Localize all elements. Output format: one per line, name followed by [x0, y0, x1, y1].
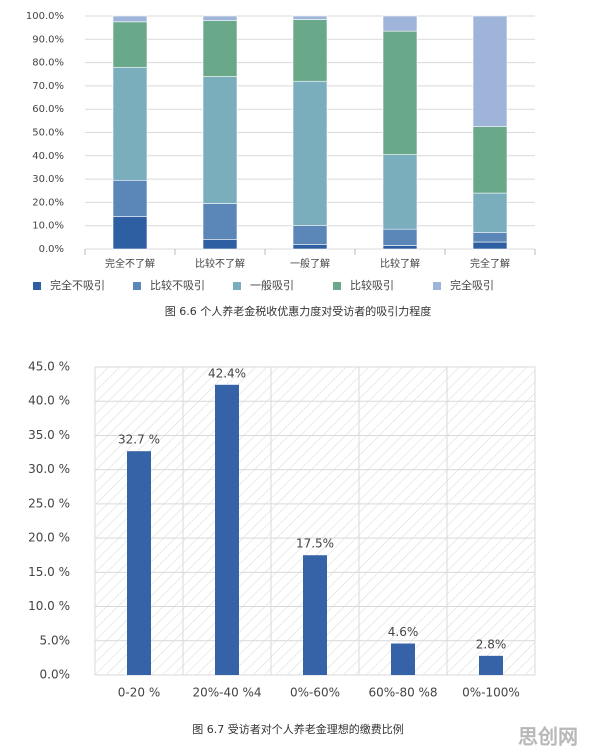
y-tick-label: 15.0 % — [28, 565, 70, 579]
bar-segment — [112, 15, 148, 23]
legend-label: 完全不吸引 — [50, 278, 105, 292]
bar-segment — [292, 15, 328, 20]
bar-segment — [292, 244, 328, 250]
y-tick-label: 100.0% — [26, 11, 64, 22]
bar-segment — [472, 15, 508, 127]
chart-caption: 图 6.6 个人养老金税收优惠力度对受访者的吸引力程度 — [165, 304, 432, 318]
legend-marker — [433, 282, 441, 290]
y-tick-label: 30.0% — [32, 174, 64, 185]
legend-marker — [133, 282, 141, 290]
bar-segment — [472, 192, 508, 233]
y-tick-label: 35.0 % — [28, 428, 70, 442]
bar-segment — [112, 21, 148, 68]
data-label: 4.6% — [388, 625, 419, 639]
x-tick-label: 一般了解 — [290, 257, 330, 270]
y-tick-label: 0.0% — [40, 668, 71, 682]
x-tick-label: 0-20 % — [118, 686, 160, 700]
x-tick-label: 比较了解 — [380, 257, 420, 270]
bar — [479, 655, 503, 675]
data-label: 17.5% — [296, 537, 334, 551]
legend-marker — [233, 282, 241, 290]
y-tick-label: 90.0% — [32, 34, 64, 45]
bar-segment — [292, 19, 328, 82]
y-tick-label: 25.0 % — [28, 496, 70, 510]
x-tick-label: 比较不了解 — [195, 257, 245, 270]
bar — [127, 451, 151, 675]
bar-segment — [112, 66, 148, 181]
legend-label: 比较不吸引 — [150, 278, 205, 292]
bar — [391, 643, 415, 675]
y-tick-label: 40.0 % — [28, 394, 70, 408]
bar-segment — [292, 225, 328, 245]
y-tick-label: 70.0% — [32, 81, 64, 92]
y-tick-label: 50.0% — [32, 128, 64, 139]
x-tick-label: 0%-60% — [290, 686, 340, 700]
bar-segment — [202, 203, 238, 240]
y-tick-label: 30.0 % — [28, 462, 70, 476]
x-tick-label: 20%-40 %4 — [192, 686, 261, 700]
y-tick-label: 10.0% — [32, 221, 64, 232]
x-tick-label: 0%-100% — [462, 686, 520, 700]
y-tick-label: 45.0 % — [28, 360, 70, 374]
bar-segment — [202, 239, 238, 250]
legend-label: 比较吸引 — [350, 278, 394, 292]
data-label: 42.4% — [208, 366, 246, 380]
x-tick-label: 完全了解 — [470, 257, 510, 270]
x-tick-label: 完全不了解 — [105, 257, 155, 270]
data-label: 2.8% — [476, 637, 507, 651]
y-tick-label: 20.0 % — [28, 531, 70, 545]
x-tick-label: 60%-80 %8 — [368, 686, 437, 700]
bar-segment — [382, 245, 418, 250]
chart-caption: 图 6.7 受访者对个人养老金理想的缴费比例 — [192, 722, 404, 736]
bar — [303, 555, 327, 675]
bar-segment — [112, 216, 148, 250]
bar — [215, 384, 239, 675]
legend-label: 完全吸引 — [450, 278, 494, 292]
y-tick-label: 0.0% — [39, 244, 64, 255]
bar-segment — [382, 154, 418, 230]
y-tick-label: 20.0% — [32, 197, 64, 208]
bar-segment — [202, 20, 238, 77]
legend-marker — [333, 282, 341, 290]
legend-marker — [33, 282, 41, 290]
bar-segment — [292, 80, 328, 227]
bar-segment — [112, 179, 148, 217]
data-label: 32.7 % — [118, 433, 160, 447]
bar-segment — [382, 30, 418, 155]
bar-segment — [382, 15, 418, 32]
y-tick-label: 5.0% — [40, 633, 71, 647]
legend-label: 一般吸引 — [250, 278, 294, 292]
y-tick-label: 10.0 % — [28, 599, 70, 613]
bar-segment — [202, 76, 238, 204]
bar-segment — [472, 126, 508, 194]
watermark: 思创网 — [518, 725, 578, 749]
y-tick-label: 40.0% — [32, 151, 64, 162]
bar-segment — [202, 15, 238, 21]
bar-segment — [382, 228, 418, 246]
y-tick-label: 60.0% — [32, 104, 64, 115]
bar-segment — [472, 241, 508, 250]
bar-segment — [472, 232, 508, 243]
y-tick-label: 80.0% — [32, 58, 64, 69]
